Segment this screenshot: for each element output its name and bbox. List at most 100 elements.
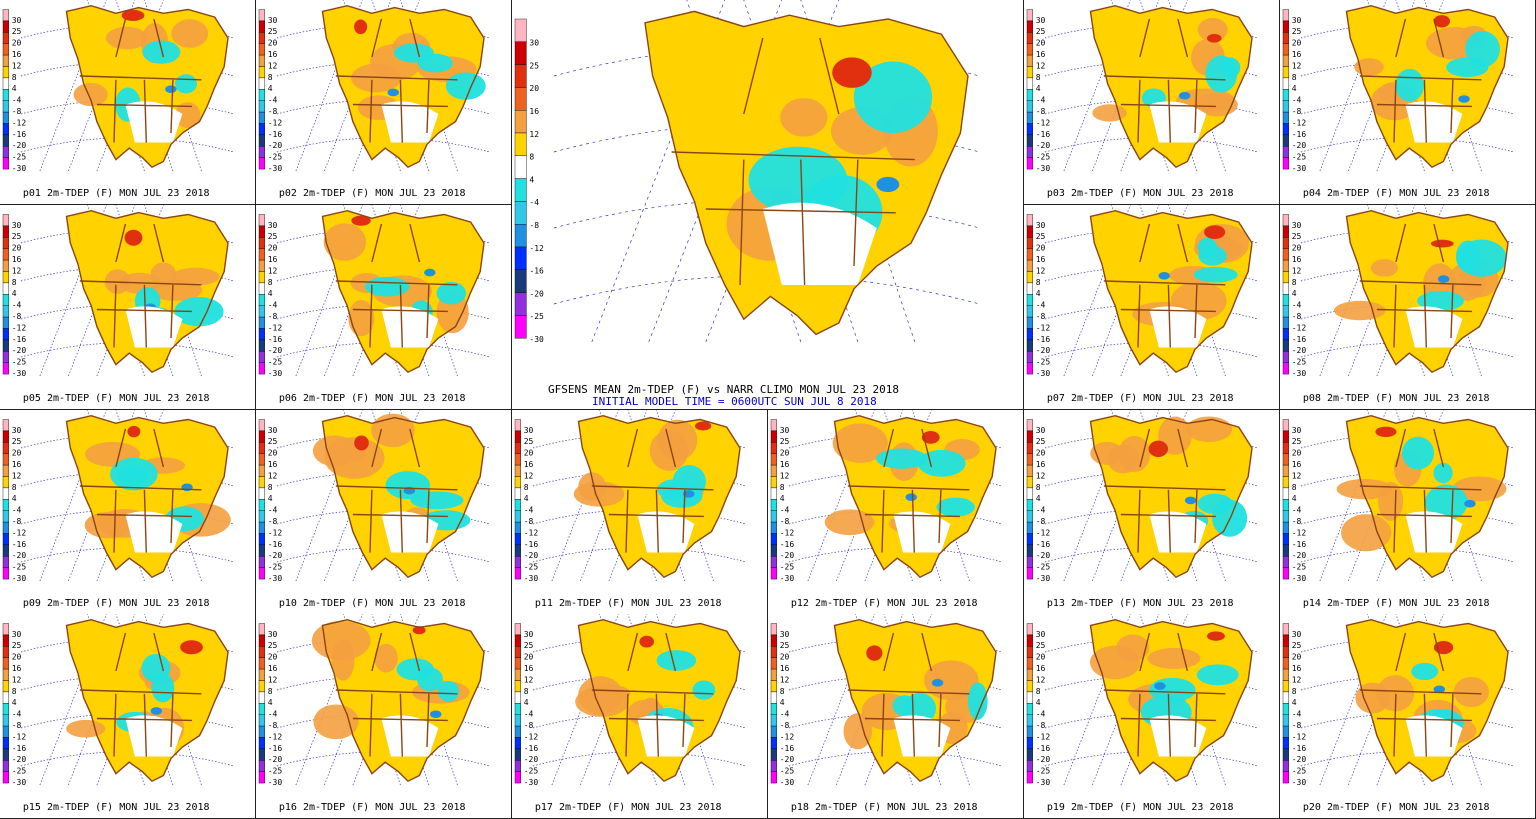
colorbar-tick-label: 20 xyxy=(12,449,22,458)
map-area xyxy=(532,614,746,786)
colorbar-tick-label: -30 xyxy=(1292,778,1307,787)
colorbar-tick-label: -12 xyxy=(1036,118,1051,127)
colorbar-tick-label: -16 xyxy=(1292,744,1307,753)
colorbar-tick-label: -4 xyxy=(268,301,278,310)
colorbar-tick-label: 16 xyxy=(1036,255,1046,264)
colorbar-tick-label: 8 xyxy=(12,483,17,492)
colorbar-tick-label: 20 xyxy=(268,244,278,253)
colorbar-tick-label: -12 xyxy=(268,732,283,741)
colorbar: 30 25 20 16 12 8 4 -4 -8 -12 -16 -20 -25 -30 xyxy=(514,18,544,344)
colorbar-tick-label: 4 xyxy=(1036,494,1041,503)
colorbar-tick-label: -16 xyxy=(268,335,283,344)
colorbar-tick-label: 25 xyxy=(268,437,278,446)
colorbar-tick-label: -20 xyxy=(12,755,27,764)
member-panel: 30 25 20 16 12 8 4 -4 -8 -12 -16 -20 -25 -30 p10 2m-TD… xyxy=(256,410,512,615)
colorbar-tick-label: -20 xyxy=(1292,551,1307,560)
colorbar-tick-label: -8 xyxy=(780,721,790,730)
member-panel: 30 25 20 16 12 8 4 -4 -8 -12 -16 -20 -25 -30 p09 2m-TD… xyxy=(0,410,256,615)
colorbar-tick-label: 16 xyxy=(524,664,534,673)
colorbar-tick-label: -12 xyxy=(524,732,539,741)
colorbar-tick-label: 20 xyxy=(1292,449,1302,458)
map-area xyxy=(276,614,490,786)
colorbar-tick-label: 8 xyxy=(12,278,17,287)
colorbar-tick-label: 16 xyxy=(268,255,278,264)
map-area xyxy=(1044,0,1258,172)
colorbar-tick-label: 8 xyxy=(524,687,529,696)
colorbar-tick-label: 12 xyxy=(1036,675,1046,684)
map-area xyxy=(20,614,234,786)
colorbar-tick-label: 25 xyxy=(1292,232,1302,241)
colorbar-tick-label: 16 xyxy=(1036,664,1046,673)
colorbar: 30 25 20 16 12 8 4 -4 -8 -12 -16 -20 -25 -30 xyxy=(770,419,795,583)
colorbar-tick-label: -4 xyxy=(12,96,22,105)
colorbar-tick-label: -25 xyxy=(1036,358,1051,367)
colorbar-tick-label: 8 xyxy=(1036,687,1041,696)
member-panel: 30 25 20 16 12 8 4 -4 -8 -12 -16 -20 -25 -30 p03 2m-TD… xyxy=(1024,0,1280,205)
colorbar-tick-label: 12 xyxy=(1292,471,1302,480)
colorbar-tick-label: -4 xyxy=(524,710,534,719)
colorbar-tick-label: 16 xyxy=(12,255,22,264)
colorbar-tick-label: -12 xyxy=(1292,323,1307,332)
colorbar: 30 25 20 16 12 8 4 -4 -8 -12 -16 -20 -25 -30 xyxy=(2,623,27,787)
colorbar-tick-label: -12 xyxy=(524,528,539,537)
colorbar-tick-label: 4 xyxy=(1292,494,1297,503)
panel-caption: p12 2m-TDEP (F) MON JUL 23 2018 xyxy=(790,598,978,609)
map-area xyxy=(20,410,234,582)
map-area xyxy=(553,0,980,343)
colorbar-tick-label: 8 xyxy=(1292,687,1297,696)
colorbar-tick-label: -8 xyxy=(780,517,790,526)
colorbar-tick-label: -12 xyxy=(12,118,27,127)
colorbar-tick-label: 20 xyxy=(780,449,790,458)
colorbar-tick-label: -8 xyxy=(1036,721,1046,730)
colorbar-tick-label: -16 xyxy=(268,540,283,549)
colorbar-tick-label: -25 xyxy=(1292,153,1307,162)
colorbar-tick-label: 8 xyxy=(1292,278,1297,287)
colorbar-tick-label: 25 xyxy=(1292,437,1302,446)
colorbar-tick-label: 25 xyxy=(1292,641,1302,650)
colorbar-tick-label: -20 xyxy=(268,755,283,764)
colorbar-tick-label: -30 xyxy=(268,778,283,787)
colorbar-tick-label: 30 xyxy=(268,221,278,230)
colorbar-tick-label: -16 xyxy=(1292,130,1307,139)
colorbar-tick-label: -20 xyxy=(1036,755,1051,764)
colorbar-tick-label: -25 xyxy=(1036,767,1051,776)
colorbar-tick-label: 30 xyxy=(1292,426,1302,435)
colorbar-tick-label: 16 xyxy=(12,664,22,673)
member-panel: 30 25 20 16 12 8 4 -4 -8 -12 -16 -20 -25 -30 p14 2m-TD… xyxy=(1280,410,1536,615)
colorbar-tick-label: 4 xyxy=(268,84,273,93)
colorbar-tick-label: 16 xyxy=(1036,50,1046,59)
panel-caption: p14 2m-TDEP (F) MON JUL 23 2018 xyxy=(1302,598,1490,609)
colorbar-tick-label: 12 xyxy=(12,61,22,70)
colorbar-tick-label: 8 xyxy=(1036,483,1041,492)
colorbar-tick-label: -30 xyxy=(1036,574,1051,583)
colorbar-tick-label: 20 xyxy=(1036,244,1046,253)
panel-caption: p19 2m-TDEP (F) MON JUL 23 2018 xyxy=(1046,802,1234,813)
colorbar-tick-label: 20 xyxy=(268,39,278,48)
map-area xyxy=(1300,614,1514,786)
panel-caption: p11 2m-TDEP (F) MON JUL 23 2018 xyxy=(534,598,722,609)
colorbar-tick-label: -25 xyxy=(268,767,283,776)
colorbar-tick-label: 20 xyxy=(12,244,22,253)
panel-caption: p20 2m-TDEP (F) MON JUL 23 2018 xyxy=(1302,802,1490,813)
panel-caption: p02 2m-TDEP (F) MON JUL 23 2018 xyxy=(278,188,466,199)
colorbar-tick-label: -20 xyxy=(12,141,27,150)
colorbar-tick-label: -16 xyxy=(268,130,283,139)
colorbar-tick-label: -20 xyxy=(780,551,795,560)
colorbar: 30 25 20 16 12 8 4 -4 -8 -12 -16 -20 -25 -30 xyxy=(1282,9,1307,173)
colorbar-tick-label: -16 xyxy=(268,744,283,753)
colorbar-tick-label: -16 xyxy=(524,540,539,549)
colorbar-tick-label: 25 xyxy=(12,27,22,36)
colorbar-tick-label: -8 xyxy=(12,721,22,730)
colorbar-tick-label: -8 xyxy=(268,107,278,116)
colorbar-tick-label: 16 xyxy=(529,107,539,116)
colorbar-tick-label: 25 xyxy=(524,641,534,650)
colorbar-tick-label: -4 xyxy=(12,301,22,310)
colorbar-tick-label: 30 xyxy=(268,426,278,435)
colorbar-tick-label: 20 xyxy=(524,449,534,458)
colorbar: 30 25 20 16 12 8 4 -4 -8 -12 -16 -20 -25 -30 xyxy=(770,623,794,787)
colorbar-tick-label: 30 xyxy=(529,39,539,48)
colorbar: 30 25 20 16 12 8 4 -4 -8 -12 -16 -20 -25 -30 xyxy=(1026,214,1051,378)
member-panel: 30 25 20 16 12 8 4 -4 -8 -12 -16 -20 -25 -30 p08 2m-TD… xyxy=(1280,205,1536,410)
colorbar-tick-label: 30 xyxy=(1036,221,1046,230)
colorbar-tick-label: -25 xyxy=(12,563,27,572)
